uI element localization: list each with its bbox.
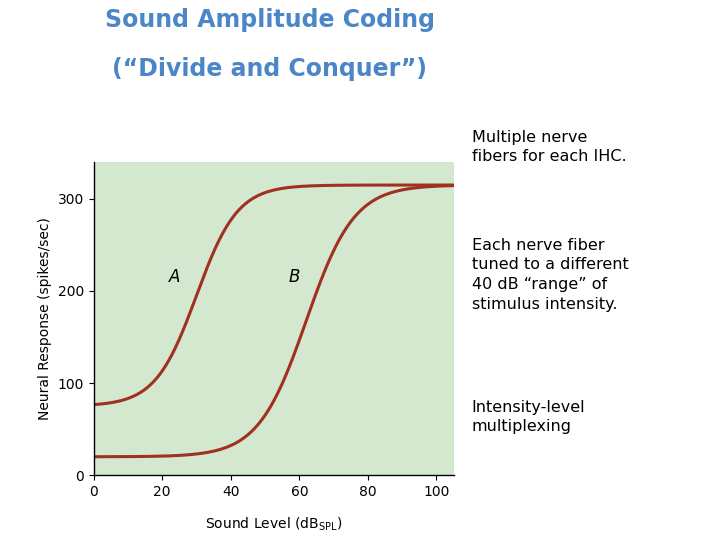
Text: Multiple nerve
fibers for each IHC.: Multiple nerve fibers for each IHC.	[472, 130, 626, 164]
Text: Sound Level (dB$_{\mathregular{SPL}}$): Sound Level (dB$_{\mathregular{SPL}}$)	[205, 516, 342, 534]
Text: Each nerve fiber
tuned to a different
40 dB “range” of
stimulus intensity.: Each nerve fiber tuned to a different 40…	[472, 238, 629, 312]
Text: A: A	[169, 268, 181, 286]
Text: Sound Amplitude Coding: Sound Amplitude Coding	[105, 8, 435, 32]
Y-axis label: Neural Response (spikes/sec): Neural Response (spikes/sec)	[38, 217, 52, 420]
Text: (“Divide and Conquer”): (“Divide and Conquer”)	[112, 57, 428, 80]
Text: Intensity-level
multiplexing: Intensity-level multiplexing	[472, 400, 585, 434]
Text: B: B	[289, 268, 300, 286]
